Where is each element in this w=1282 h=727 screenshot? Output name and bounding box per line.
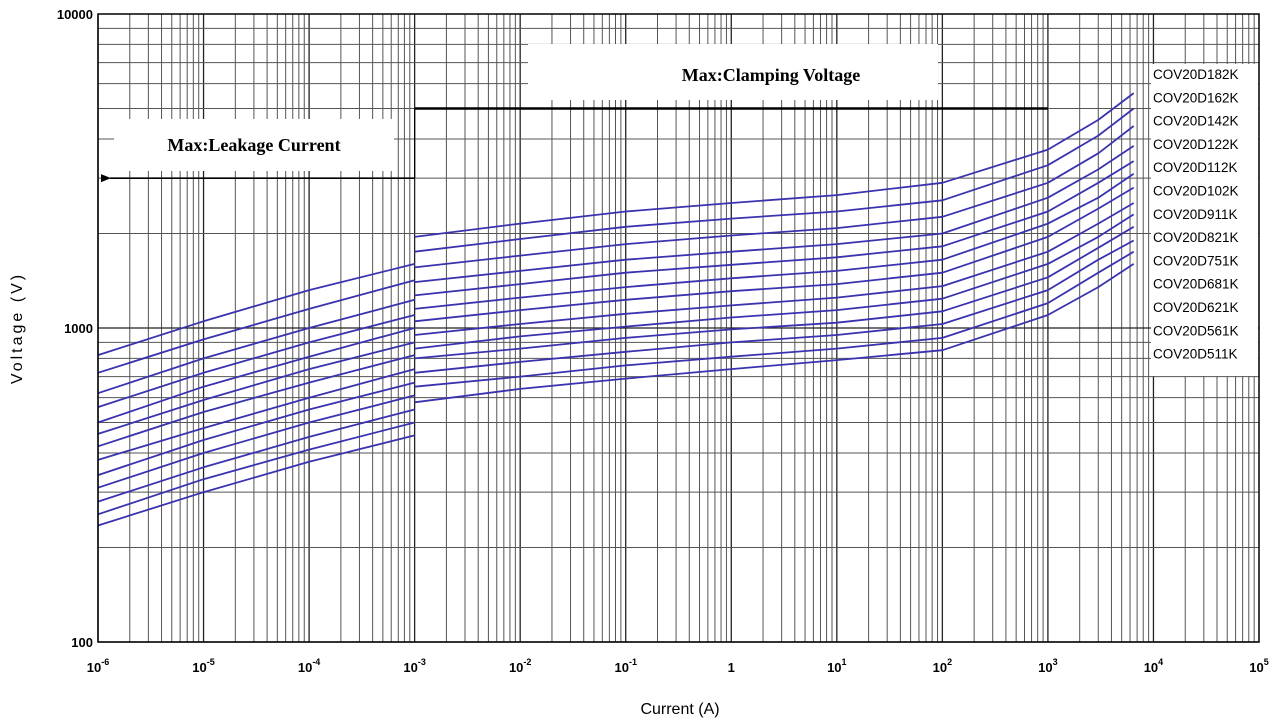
series-COV20D821K [97, 202, 1135, 461]
legend-label-COV20D182K: COV20D182K [1153, 67, 1239, 82]
legend-box [1151, 64, 1258, 376]
clamping-line-COV20D142K [414, 125, 1135, 269]
legend-label-COV20D511K: COV20D511K [1153, 347, 1238, 362]
series-layer [97, 92, 1135, 527]
legend-label-COV20D621K: COV20D621K [1153, 300, 1239, 315]
leakage-line-COV20D122K [97, 314, 415, 408]
leakage-line-COV20D112K [97, 327, 415, 424]
series-COV20D122K [97, 145, 1135, 408]
x-tick-label: 10-3 [403, 657, 425, 675]
leakage-line-COV20D511K [97, 434, 415, 527]
clamping-line-COV20D561K [414, 250, 1135, 388]
x-tick-label: 105 [1249, 657, 1268, 675]
leakage-line-COV20D621K [97, 408, 415, 503]
series-COV20D112K [97, 160, 1135, 424]
annotation-layer: Max:Leakage Current Max:Clamping Voltage [101, 44, 1048, 183]
series-COV20D751K [97, 213, 1135, 476]
series-COV20D182K [97, 92, 1135, 356]
legend-label-COV20D681K: COV20D681K [1153, 277, 1239, 292]
leakage-label-box [114, 119, 394, 171]
plot-frame [97, 13, 1260, 643]
y-tick-label: 100 [71, 635, 93, 650]
x-tick-label: 102 [933, 657, 952, 675]
series-COV20D162K [97, 107, 1135, 374]
legend-label-COV20D821K: COV20D821K [1153, 230, 1239, 245]
legend-label-COV20D142K: COV20D142K [1153, 114, 1239, 129]
legend-label-COV20D162K: COV20D162K [1153, 90, 1239, 105]
clamping-line-COV20D112K [414, 160, 1135, 297]
leakage-line-COV20D102K [97, 341, 415, 435]
x-tick-label: 1 [728, 660, 735, 675]
legend-label-COV20D102K: COV20D102K [1153, 184, 1239, 199]
leakage-line-COV20D182K [97, 263, 415, 356]
x-axis-title: Current (A) [640, 701, 719, 718]
leakage-line-COV20D561K [97, 421, 415, 516]
clamping-line-COV20D162K [414, 107, 1135, 253]
y-tick-label: 10000 [57, 7, 93, 22]
legend: COV20D182K COV20D162K COV20D142K COV20D122K… [1151, 64, 1258, 376]
leakage-line-COV20D681K [97, 394, 415, 489]
series-COV20D911K [97, 186, 1135, 448]
x-tick-label: 10-6 [87, 657, 109, 675]
x-tick-label: 103 [1038, 657, 1057, 675]
leakage-annotation-text: Max:Leakage Current [167, 135, 340, 155]
leakage-line-COV20D142K [97, 298, 415, 395]
clamping-line-COV20D911K [414, 186, 1135, 323]
x-tick-labels: 10-6 10-5 10-4 10-3 10-2 10-1 1 101 102 103 104 105 [87, 657, 1269, 675]
clamping-line-COV20D621K [414, 239, 1135, 374]
leakage-line-COV20D821K [97, 368, 415, 461]
x-tick-label: 10-2 [509, 657, 531, 675]
x-tick-label: 104 [1144, 657, 1163, 675]
x-tick-label: 10-4 [298, 657, 320, 675]
grid [97, 14, 1259, 643]
clamping-line-COV20D821K [414, 202, 1135, 336]
y-tick-labels: 100 1000 10000 [57, 7, 93, 650]
legend-label-COV20D751K: COV20D751K [1153, 253, 1239, 268]
legend-label-COV20D561K: COV20D561K [1153, 323, 1239, 338]
legend-label-COV20D112K: COV20D112K [1153, 160, 1238, 175]
leakage-line-COV20D911K [97, 354, 415, 448]
clamping-line-COV20D681K [414, 226, 1135, 360]
series-COV20D511K [97, 263, 1135, 527]
x-tick-label: 10-1 [614, 657, 636, 675]
clamping-annotation-text: Max:Clamping Voltage [682, 65, 861, 85]
clamping-line-COV20D751K [414, 213, 1135, 350]
series-COV20D621K [97, 239, 1135, 503]
clamping-line-COV20D102K [414, 172, 1135, 310]
y-axis-title: Voltage (V) [9, 272, 26, 384]
series-COV20D681K [97, 226, 1135, 489]
x-tick-label: 10-5 [192, 657, 214, 675]
series-COV20D102K [97, 172, 1135, 435]
legend-label-COV20D911K: COV20D911K [1153, 207, 1238, 222]
legend-label-COV20D122K: COV20D122K [1153, 137, 1239, 152]
clamping-label-box [528, 44, 938, 100]
x-tick-label: 101 [827, 657, 846, 675]
series-COV20D561K [97, 250, 1135, 516]
clamping-line-COV20D182K [414, 92, 1135, 238]
leakage-line-COV20D162K [97, 279, 415, 374]
series-COV20D142K [97, 125, 1135, 395]
clamping-line-COV20D122K [414, 145, 1135, 283]
clamping-line-COV20D511K [414, 263, 1135, 404]
y-tick-label: 1000 [64, 321, 93, 336]
leakage-line-COV20D751K [97, 381, 415, 476]
